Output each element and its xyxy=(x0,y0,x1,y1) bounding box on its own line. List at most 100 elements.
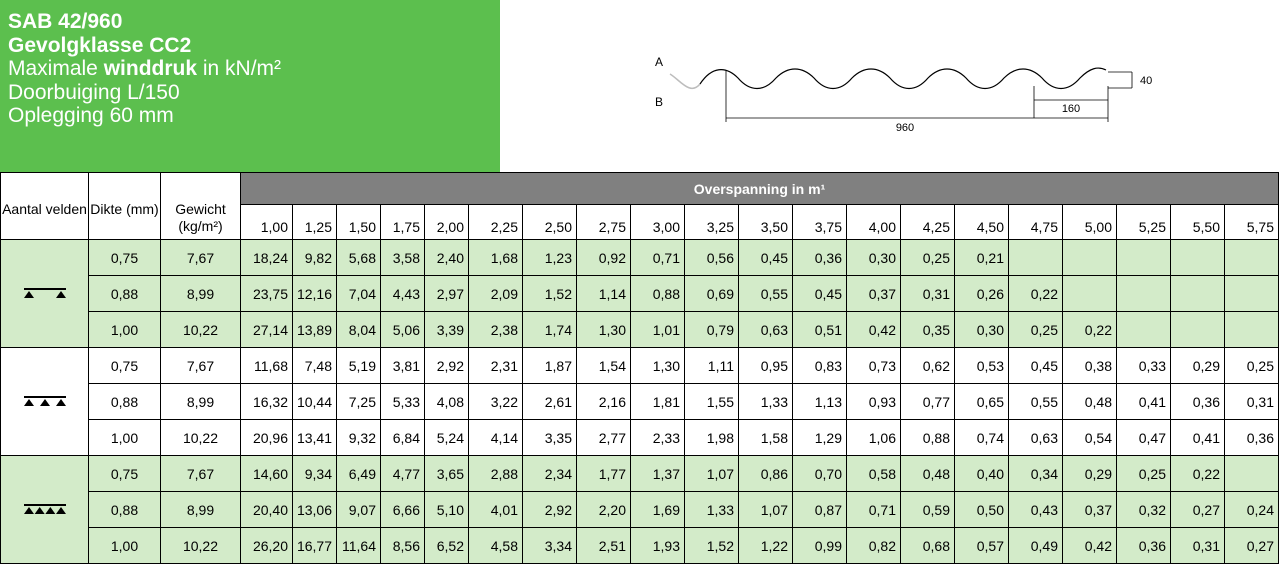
value-cell: 2,61 xyxy=(522,383,577,420)
value-cell: 1,30 xyxy=(576,311,631,348)
value-cell: 0,30 xyxy=(954,311,1009,348)
value-cell: 0,25 xyxy=(1224,347,1279,384)
value-cell: 13,41 xyxy=(292,419,337,456)
dikte-cell: 0,75 xyxy=(88,239,161,276)
value-cell: 0,41 xyxy=(1170,419,1225,456)
value-cell: 0,54 xyxy=(1062,419,1117,456)
value-cell: 0,83 xyxy=(792,347,847,384)
value-cell: 11,64 xyxy=(336,527,381,564)
value-cell: 9,82 xyxy=(292,239,337,276)
value-cell: 1,01 xyxy=(630,311,685,348)
value-cell: 0,51 xyxy=(792,311,847,348)
load-prefix: Maximale xyxy=(8,57,104,80)
col-dikte: Dikte (mm) xyxy=(88,172,161,240)
value-cell: 0,65 xyxy=(954,383,1009,420)
value-cell: 2,97 xyxy=(424,275,469,312)
span-cell: 3,00 xyxy=(630,204,685,240)
load-type: winddruk xyxy=(103,57,198,80)
value-cell: 1,33 xyxy=(684,491,739,528)
value-cell: 0,29 xyxy=(1062,455,1117,492)
span-cell: 3,25 xyxy=(684,204,739,240)
value-cell: 0,21 xyxy=(954,239,1009,276)
value-cell: 13,06 xyxy=(292,491,337,528)
gewicht-cell: 10,22 xyxy=(160,527,241,564)
value-cell: 0,92 xyxy=(576,239,631,276)
value-cell: 0,63 xyxy=(1008,419,1063,456)
deflection-limit: Doorbuiging L/150 xyxy=(8,80,180,104)
value-cell: 1,30 xyxy=(630,347,685,384)
span-cell: 1,00 xyxy=(240,204,293,240)
value-cell: 12,16 xyxy=(292,275,337,312)
value-cell: 2,33 xyxy=(630,419,685,456)
triple-span-icon xyxy=(0,455,89,564)
value-cell: 20,40 xyxy=(240,491,293,528)
value-cell: 0,58 xyxy=(846,455,901,492)
value-cell: 0,70 xyxy=(792,455,847,492)
value-cell: 6,52 xyxy=(424,527,469,564)
span-cell: 5,75 xyxy=(1224,204,1279,240)
load-unit: in kN/m² xyxy=(197,57,282,80)
table-row: 0,75 7,67 14,60 9,34 6,49 4,77 3,65 2,88 2,34 1,7… xyxy=(0,455,1279,564)
dikte-cell: 1,00 xyxy=(88,419,161,456)
gewicht-cell: 8,99 xyxy=(160,491,241,528)
value-cell: 9,34 xyxy=(292,455,337,492)
value-cell: 16,77 xyxy=(292,527,337,564)
gewicht-cell: 7,67 xyxy=(160,239,241,276)
dikte-cell: 0,88 xyxy=(88,275,161,312)
value-cell: 0,95 xyxy=(738,347,793,384)
table-row: 1,00 10,22 27,14 13,89 8,04 5,06 3,39 2,38 1,74 1… xyxy=(1,311,1279,348)
value-cell: 0,68 xyxy=(900,527,955,564)
value-cell: 0,26 xyxy=(954,275,1009,312)
span-cell: 1,25 xyxy=(292,204,337,240)
value-cell: 2,31 xyxy=(468,347,523,384)
profile-diagram: A B 960 160 40 xyxy=(500,0,1283,172)
value-cell: 0,37 xyxy=(846,275,901,312)
col-aantal-velden: Aantal velden xyxy=(0,172,89,240)
value-cell xyxy=(1224,455,1279,492)
value-cell: 1,07 xyxy=(738,491,793,528)
dim-height: 40 xyxy=(1140,75,1152,87)
value-cell: 4,43 xyxy=(380,275,425,312)
profile-overlap-line xyxy=(669,73,701,90)
value-cell: 0,43 xyxy=(1008,491,1063,528)
value-cell: 1,52 xyxy=(684,527,739,564)
value-cell: 4,08 xyxy=(424,383,469,420)
value-cell: 0,27 xyxy=(1224,527,1279,564)
value-cell xyxy=(1062,275,1117,312)
table-row: 0,88 8,99 16,32 10,44 7,25 5,33 4,08 3,22 2,61 2,… xyxy=(1,383,1279,420)
value-cell xyxy=(1224,311,1279,348)
value-cell: 0,88 xyxy=(900,419,955,456)
value-cell xyxy=(1062,239,1117,276)
load-description: Maximale winddruk in kN/m² xyxy=(8,57,500,81)
value-cell: 1,55 xyxy=(684,383,739,420)
table-body: 0,75 7,67 18,24 9,82 5,68 3,58 2,40 1,68 1,23 0,9… xyxy=(0,239,1279,564)
value-cell: 0,59 xyxy=(900,491,955,528)
value-cell: 0,53 xyxy=(954,347,1009,384)
value-cell xyxy=(1116,311,1171,348)
value-cell: 1,37 xyxy=(630,455,685,492)
value-cell: 0,41 xyxy=(1116,383,1171,420)
dim-width: 960 xyxy=(896,122,914,134)
value-cell xyxy=(1170,275,1225,312)
value-cell: 0,86 xyxy=(738,455,793,492)
value-cell: 0,24 xyxy=(1224,491,1279,528)
value-cell: 0,88 xyxy=(630,275,685,312)
value-cell: 1,74 xyxy=(522,311,577,348)
dikte-cell: 1,00 xyxy=(88,527,161,564)
product-title: SAB 42/960 xyxy=(8,10,123,33)
value-cell: 5,06 xyxy=(380,311,425,348)
gewicht-cell: 8,99 xyxy=(160,275,241,312)
value-cell: 1,52 xyxy=(522,275,577,312)
value-cell: 5,33 xyxy=(380,383,425,420)
value-cell: 13,89 xyxy=(292,311,337,348)
span-cell: 1,75 xyxy=(380,204,425,240)
value-cell: 0,25 xyxy=(1008,311,1063,348)
gewicht-cell: 10,22 xyxy=(160,311,241,348)
value-cell: 0,74 xyxy=(954,419,1009,456)
value-cell: 0,36 xyxy=(1116,527,1171,564)
value-cell: 0,99 xyxy=(792,527,847,564)
value-cell: 0,82 xyxy=(846,527,901,564)
value-cell: 3,35 xyxy=(522,419,577,456)
value-cell: 0,29 xyxy=(1170,347,1225,384)
value-cell: 3,81 xyxy=(380,347,425,384)
